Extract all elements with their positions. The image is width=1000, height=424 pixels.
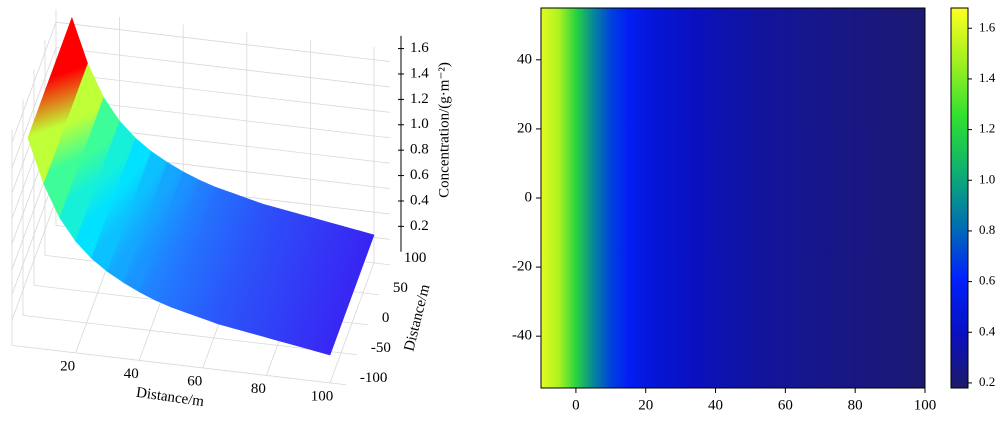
heatmap-cell xyxy=(767,8,786,388)
heatmap-cell xyxy=(802,8,821,388)
heatmap-cell xyxy=(872,8,891,388)
heatmap-cell xyxy=(541,8,559,388)
grid-line xyxy=(11,22,57,143)
z-tick-label: 0.2 xyxy=(410,218,429,234)
heatmap-cell xyxy=(837,8,856,388)
x-tick-label: 60 xyxy=(778,397,793,413)
heatmap-cell xyxy=(645,8,664,388)
x-tick-label: 20 xyxy=(638,397,653,413)
y-tick-label: 40 xyxy=(517,51,532,67)
heatmap-cell xyxy=(890,8,909,388)
x-tick-label: 60 xyxy=(187,373,202,389)
colorbar-tick-label: 1.2 xyxy=(979,121,995,136)
heatmap-cell xyxy=(610,8,629,388)
x-tick-label: 40 xyxy=(124,366,139,382)
colorbar xyxy=(950,7,969,389)
heatmap-cell xyxy=(715,8,734,388)
z-tick-label: 0.6 xyxy=(410,167,429,183)
y-tick-label: -40 xyxy=(512,328,532,344)
colorbar-tick-label: 1.0 xyxy=(979,171,995,186)
x-tick-label: 20 xyxy=(60,358,75,374)
heatmap-cell xyxy=(907,8,926,388)
x-tick-label: 0 xyxy=(572,397,580,413)
heatmap-cell xyxy=(558,8,577,388)
heatmap-cell xyxy=(628,8,647,388)
y-tick-label: -100 xyxy=(360,370,388,386)
z-tick-label: 1.2 xyxy=(410,91,429,107)
heatmap-cell xyxy=(733,8,751,388)
heatmap-cell xyxy=(593,8,612,388)
z-tick-label: 1.6 xyxy=(410,40,429,56)
grid-line xyxy=(55,72,390,113)
colorbar-tick-label: 0.8 xyxy=(979,222,995,237)
colorbar-tick-label: 1.6 xyxy=(979,19,996,34)
heatmap-cell xyxy=(785,8,804,388)
heatmap-cell xyxy=(680,8,699,388)
heatmap-cell xyxy=(820,8,839,388)
surface-strip xyxy=(313,230,375,356)
x-tick-label: 80 xyxy=(848,397,863,413)
heatmap-cell xyxy=(698,8,717,388)
y-tick-label: 0 xyxy=(382,310,390,326)
x-tick-label: 40 xyxy=(708,397,723,413)
grid-line xyxy=(11,199,57,321)
heatmap-cell xyxy=(855,8,874,388)
grid-line xyxy=(11,345,346,386)
grid-line xyxy=(55,47,390,88)
y-tick-label: 50 xyxy=(393,280,408,296)
z-tick-label: 1.4 xyxy=(410,65,429,81)
z-tick-label: 0.8 xyxy=(410,142,429,158)
grid-line xyxy=(55,21,390,62)
colorbar-tick-label: 0.2 xyxy=(979,374,995,389)
y-tick-label: -20 xyxy=(512,259,532,275)
colorbar-tick-label: 1.4 xyxy=(979,70,996,85)
grid-line xyxy=(11,47,57,168)
y-tick-label: 20 xyxy=(517,120,532,136)
colorbar-tick-label: 0.6 xyxy=(979,273,996,288)
y-tick-label: 100 xyxy=(404,250,427,266)
y-tick-label: -50 xyxy=(371,340,391,356)
grid-line xyxy=(55,98,390,139)
grid-line xyxy=(22,315,357,356)
heatmap-cell xyxy=(575,8,594,388)
z-axis-label: Concentration/(g·m⁻²) xyxy=(436,62,452,198)
colorbar-tick-label: 0.4 xyxy=(979,323,996,338)
x-tick-label: 80 xyxy=(251,381,266,397)
z-tick-label: 0.4 xyxy=(410,192,429,208)
x-tick-label: 100 xyxy=(311,388,334,404)
heatmap-cell xyxy=(750,8,769,388)
x-tick-label: 100 xyxy=(914,397,937,413)
z-tick-label: 1.0 xyxy=(410,116,429,132)
y-tick-label: 0 xyxy=(525,189,533,205)
heatmap-cell xyxy=(663,8,682,388)
